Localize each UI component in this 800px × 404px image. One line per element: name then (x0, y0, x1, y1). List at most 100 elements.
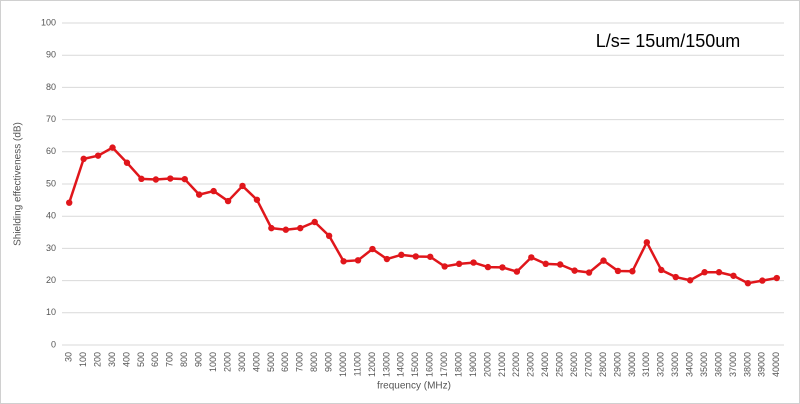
x-tick-label: 8000 (309, 352, 319, 372)
x-tick-label: 22000 (511, 352, 521, 377)
x-tick-label: 800 (179, 352, 189, 367)
y-tick-label: 60 (46, 146, 56, 156)
x-tick-label: 25000 (555, 352, 565, 377)
y-tick-label: 70 (46, 114, 56, 124)
data-point (167, 175, 174, 182)
x-tick-label: 30000 (627, 352, 637, 377)
x-tick-label: 3000 (237, 352, 247, 372)
x-tick-label: 13000 (381, 352, 391, 377)
x-tick-label: 11000 (352, 352, 362, 376)
data-point (730, 272, 737, 279)
data-point (715, 269, 723, 276)
x-tick-label: 700 (165, 352, 175, 367)
data-point (701, 269, 708, 276)
x-tick-label: 23000 (526, 352, 536, 377)
data-point (152, 176, 160, 183)
data-point (744, 279, 752, 287)
x-tick-label: 600 (150, 352, 160, 367)
data-point (268, 224, 275, 232)
data-point (325, 232, 333, 240)
x-tick-label: 12000 (367, 352, 377, 377)
data-point (585, 269, 593, 276)
x-tick-label: 28000 (598, 352, 608, 377)
y-tick-label: 90 (46, 50, 56, 60)
x-tick-label: 500 (136, 352, 146, 367)
x-tick-label: 1000 (208, 352, 218, 372)
x-tick-label: 15000 (410, 352, 420, 377)
y-tick-label: 80 (46, 82, 56, 92)
x-tick-label: 38000 (742, 352, 752, 377)
data-point (181, 175, 188, 183)
y-axis-label: Shielding effectiveness (dB) (13, 122, 24, 246)
data-point (383, 255, 391, 263)
data-point (239, 182, 246, 190)
data-point (470, 259, 477, 266)
x-tick-label: 7000 (295, 352, 305, 372)
data-point (80, 155, 87, 163)
data-point (427, 253, 434, 260)
data-point (369, 245, 376, 253)
data-point (658, 266, 665, 274)
data-point (686, 277, 694, 284)
data-point (499, 264, 506, 271)
x-tick-label: 33000 (670, 352, 680, 377)
x-tick-label: 2000 (222, 352, 232, 372)
x-tick-label: 100 (78, 352, 88, 367)
x-tick-label: 29000 (612, 352, 622, 377)
x-tick-label: 24000 (540, 352, 550, 377)
y-tick-label: 20 (46, 275, 56, 285)
x-tick-label: 5000 (266, 352, 276, 372)
x-tick-label: 21000 (497, 352, 507, 377)
x-tick-label: 20000 (482, 352, 492, 377)
data-point (600, 257, 607, 264)
data-point (311, 218, 318, 226)
data-point (556, 261, 564, 268)
data-point (297, 224, 304, 232)
data-point (672, 273, 679, 281)
x-tick-label: 31000 (641, 352, 651, 377)
x-tick-label: 39000 (757, 352, 767, 377)
data-point (195, 191, 203, 198)
data-point (94, 152, 102, 159)
x-tick-label: 34000 (685, 352, 695, 377)
x-tick-label: 37000 (728, 352, 738, 377)
data-point (66, 199, 73, 206)
x-tick-label: 30 (64, 352, 74, 362)
y-tick-label: 10 (46, 307, 56, 317)
x-tick-label: 18000 (453, 352, 463, 377)
data-point (542, 260, 549, 268)
data-point (441, 263, 448, 270)
data-point (455, 260, 463, 268)
x-tick-label: 32000 (656, 352, 666, 377)
data-point (412, 253, 419, 260)
data-point (643, 239, 651, 246)
x-tick-label: 6000 (280, 352, 290, 372)
x-tick-label: 17000 (439, 352, 449, 377)
y-tick-label: 0 (51, 339, 56, 349)
data-point (138, 175, 145, 183)
data-point (513, 268, 521, 275)
data-point (282, 226, 290, 233)
annotation: L/s= 15um/150um (596, 31, 741, 51)
x-tick-label: 14000 (396, 352, 406, 377)
x-tick-label: 16000 (425, 352, 435, 377)
data-point (571, 267, 578, 274)
x-tick-label: 400 (121, 352, 131, 367)
x-axis-label: frequency (MHz) (377, 381, 451, 392)
x-tick-label: 300 (107, 352, 117, 367)
y-tick-label: 30 (46, 243, 56, 253)
y-tick-label: 50 (46, 178, 56, 188)
x-tick-label: 36000 (713, 352, 723, 377)
x-tick-label: 4000 (251, 352, 261, 372)
data-line (68, 146, 777, 285)
x-tick-label: 9000 (324, 352, 334, 372)
data-point (210, 187, 217, 195)
data-point (759, 277, 766, 284)
data-point (773, 274, 780, 282)
x-tick-label: 27000 (583, 352, 593, 377)
data-point (224, 197, 232, 205)
x-tick-label: 35000 (699, 352, 709, 377)
x-tick-label: 40000 (771, 352, 781, 377)
data-point (484, 263, 492, 271)
